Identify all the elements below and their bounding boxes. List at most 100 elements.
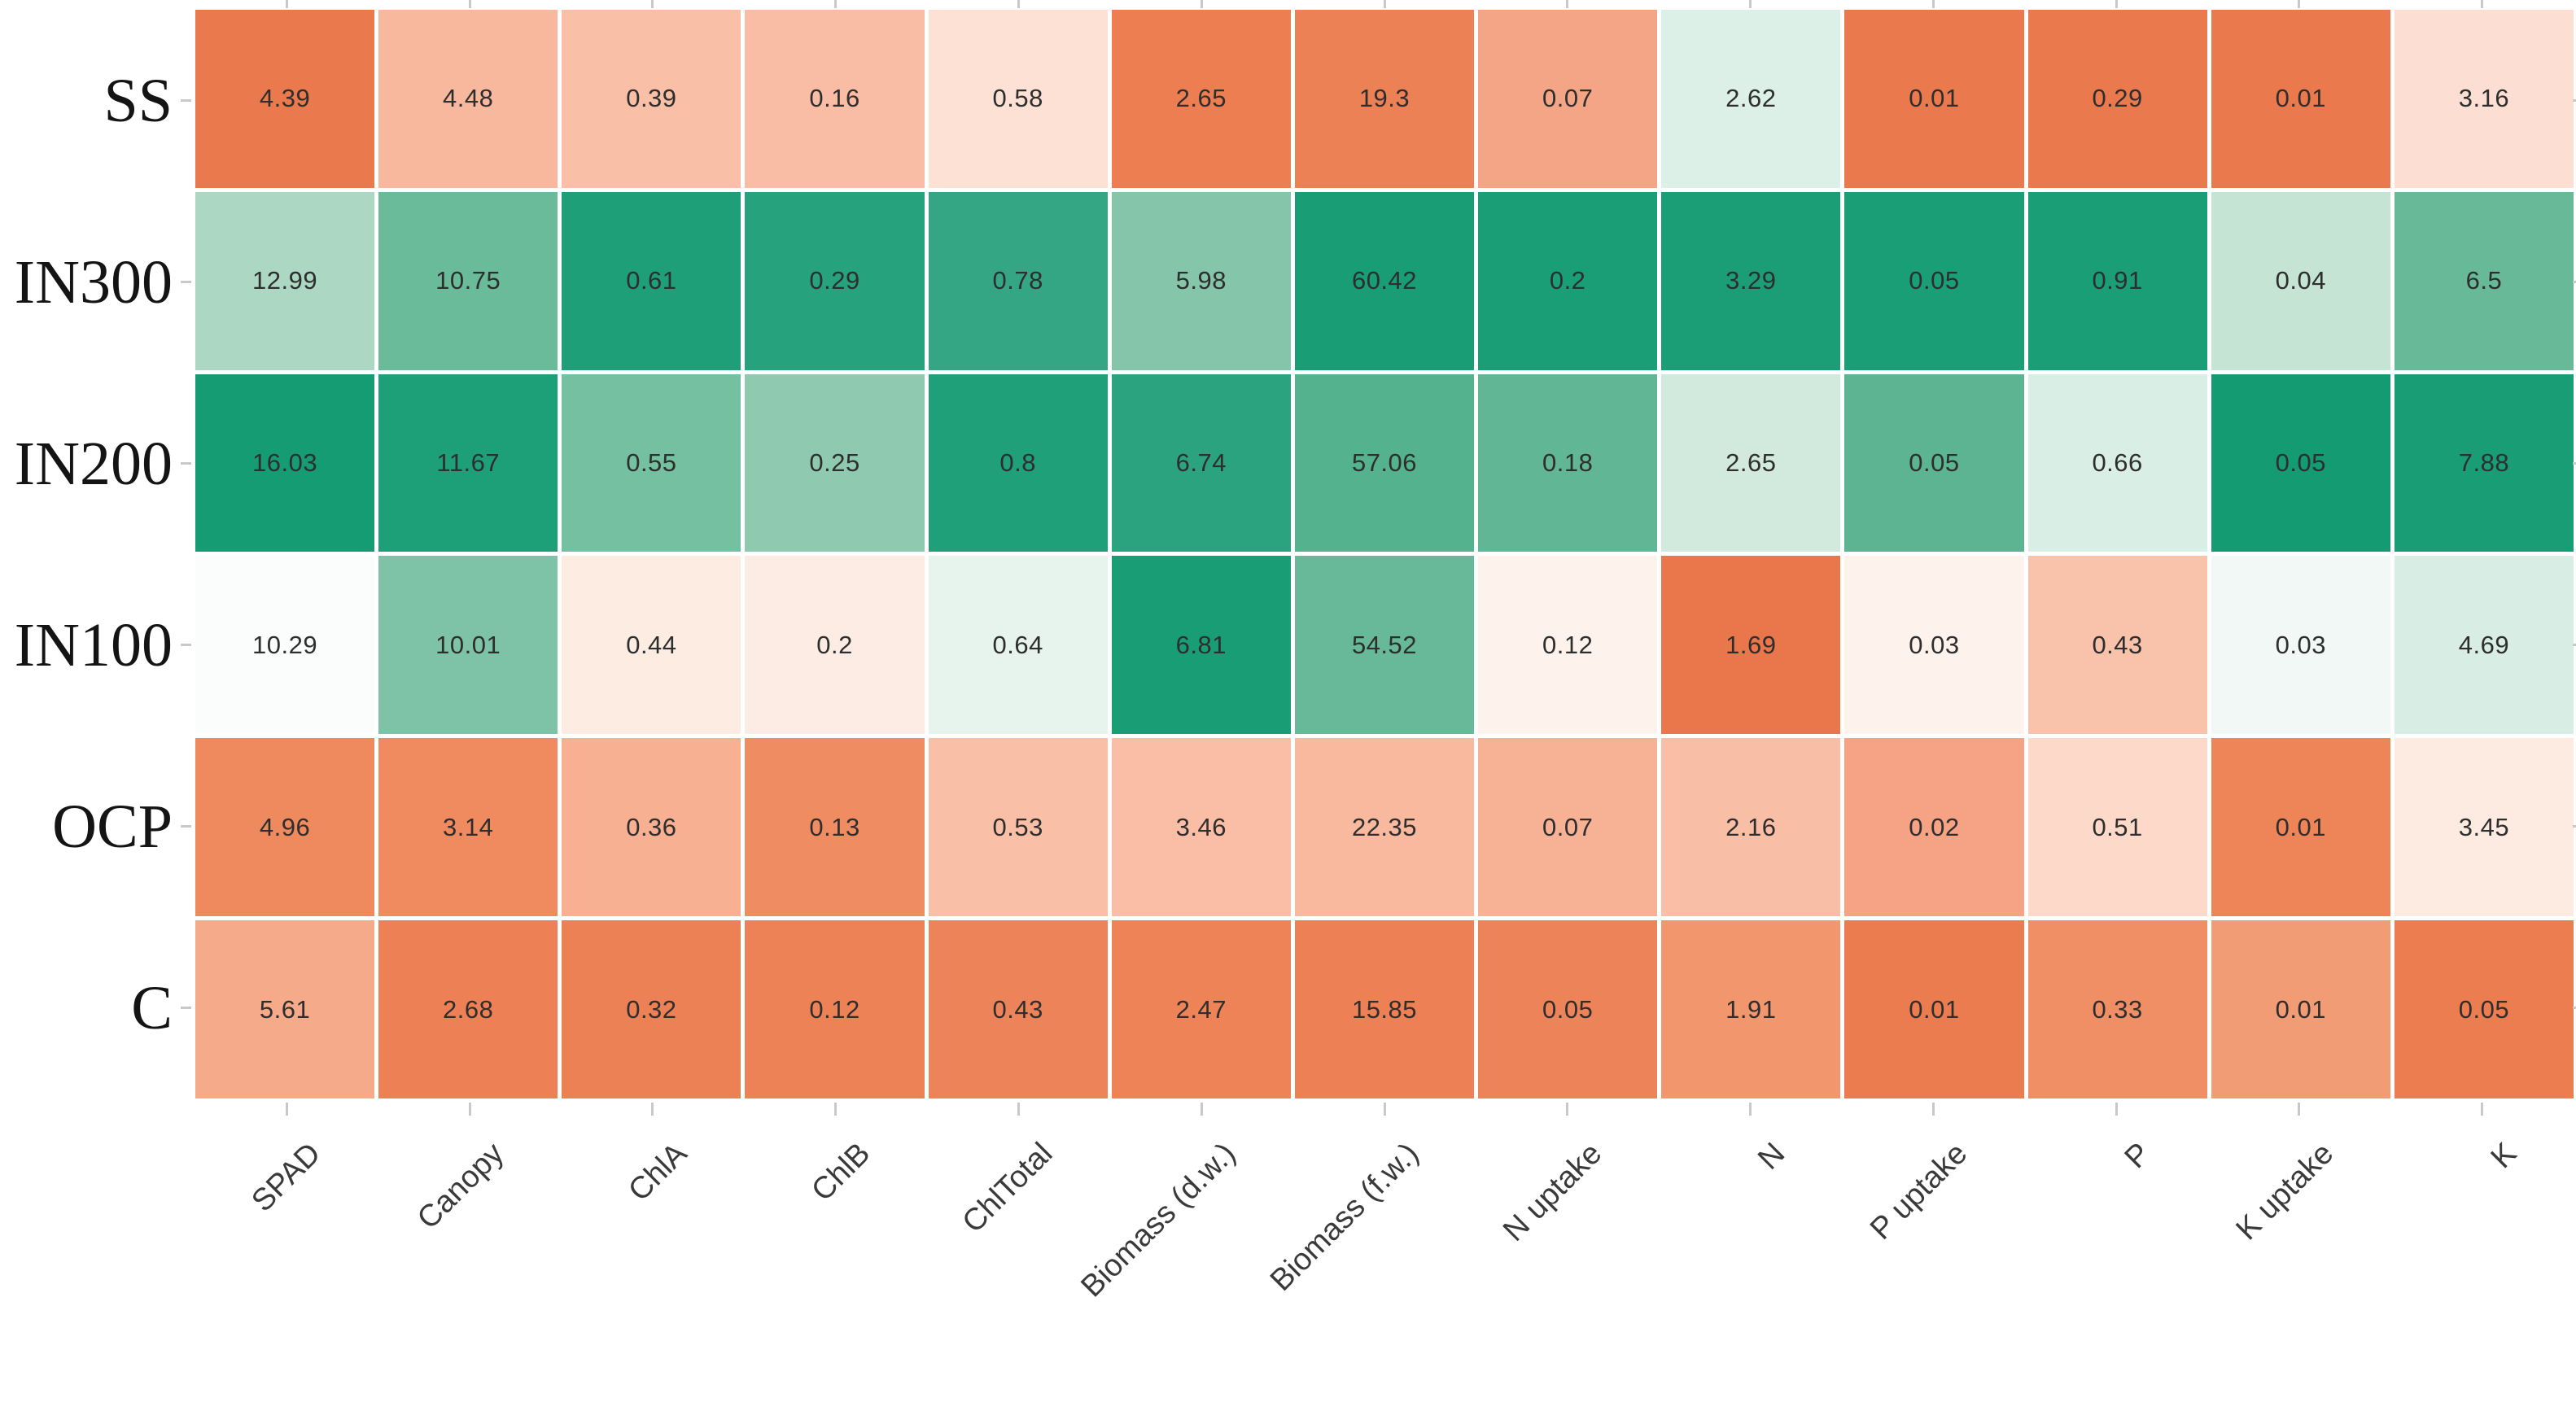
heatmap-cell: 0.43 [2027,556,2207,735]
heatmap-cell: 2.62 [1661,10,1841,188]
cell-value: 16.03 [252,448,318,478]
heatmap-cell: 4.48 [378,10,558,188]
y-tick-left [181,281,191,283]
cell-value: 2.65 [1725,448,1777,478]
heatmap-cell: 0.33 [2027,920,2207,1098]
x-tick-top [1566,0,1569,8]
heatmap-cell: 0.07 [1478,738,1658,917]
x-tick-bottom [285,1103,288,1116]
heatmap-cell: 5.61 [195,920,375,1098]
heatmap-cell: 0.36 [562,738,741,917]
cell-value: 2.62 [1725,84,1777,113]
heatmap-cell: 6.81 [1111,556,1291,735]
cell-value: 0.18 [1542,448,1594,478]
cell-value: 0.05 [1909,448,1960,478]
cell-value: 0.36 [626,812,677,841]
cell-value: 0.01 [2275,84,2326,113]
heatmap-cell: 10.75 [378,191,558,370]
cell-value: 0.01 [2275,812,2326,841]
cell-value: 5.98 [1175,266,1227,295]
heatmap-cell: 16.03 [195,373,375,553]
heatmap-cell: 0.51 [2027,738,2207,917]
cell-value: 0.05 [2275,448,2326,478]
x-tick-top [1200,0,1203,8]
cell-value: 4.69 [2458,630,2510,659]
y-tick-right [2573,281,2576,283]
heatmap-cell: 0.66 [2027,373,2207,553]
cell-value: 0.43 [2092,630,2143,659]
heatmap-cell: 10.29 [195,556,375,735]
heatmap-cell: 10.01 [378,556,558,735]
cell-value: 0.2 [816,630,853,659]
heatmap-cell: 0.16 [745,10,925,188]
cell-value: 0.8 [999,448,1036,478]
cell-value: 54.52 [1351,630,1418,659]
heatmap-cell: 3.16 [2394,10,2574,188]
cell-value: 22.35 [1351,812,1418,841]
heatmap-cell: 0.78 [928,191,1108,370]
heatmap-cell: 12.99 [195,191,375,370]
cell-value: 57.06 [1351,448,1418,478]
heatmap-figure: 4.39 4.48 0.39 0.16 0.58 2.65 19.3 0.07 2.62 0.01… [14,0,2576,1304]
cell-value: 0.01 [1909,84,1960,113]
heatmap-cell: 2.65 [1111,10,1291,188]
cell-value: 4.39 [259,84,311,113]
cell-value: 0.64 [992,630,1043,659]
heatmap-cell: 11.67 [378,373,558,553]
cell-value: 15.85 [1351,994,1418,1024]
cell-value: 12.99 [252,266,318,295]
heatmap-cell: 22.35 [1294,738,1475,917]
x-tick-bottom [468,1103,471,1116]
heatmap-cell: 0.05 [2211,373,2390,553]
cell-value: 0.04 [2275,266,2326,295]
cell-value: 0.13 [809,812,860,841]
heatmap-cell: 0.04 [2211,191,2390,370]
heatmap-cell: 0.01 [1844,10,2024,188]
heatmap-cell: 0.03 [1844,556,2024,735]
x-tick-bottom [1566,1103,1569,1116]
heatmap-cell: 0.29 [745,191,925,370]
cell-value: 0.05 [1542,994,1594,1024]
heatmap-cell: 2.65 [1661,373,1841,553]
cell-value: 0.66 [2092,448,2143,478]
x-tick-bottom [2298,1103,2301,1116]
heatmap-cell: 0.18 [1478,373,1658,553]
x-tick-top [1931,0,1935,8]
y-tick-left [181,825,191,828]
cell-value: 0.29 [809,266,860,295]
cell-value: 0.05 [1909,266,1960,295]
heatmap-cell: 0.03 [2211,556,2390,735]
x-tick-bottom [2115,1103,2118,1116]
heatmap-cell: 2.47 [1111,920,1291,1098]
heatmap-cell: 0.53 [928,738,1108,917]
heatmap-cell: 0.43 [928,920,1108,1098]
heatmap-cell: 5.98 [1111,191,1291,370]
x-tick-bottom [1931,1103,1935,1116]
x-tick-top [2115,0,2118,8]
cell-value: 19.3 [1358,84,1410,113]
cell-value: 0.33 [2092,994,2143,1024]
cell-value: 7.88 [2458,448,2510,478]
cell-value: 0.39 [626,84,677,113]
heatmap-cell: 0.58 [928,10,1108,188]
heatmap-cell: 0.64 [928,556,1108,735]
heatmap-cell: 0.44 [562,556,741,735]
heatmap-cell: 0.12 [745,920,925,1098]
row-label-in100: IN100 [14,610,173,679]
heatmap-cell: 0.12 [1478,556,1658,735]
cell-value: 6.74 [1175,448,1227,478]
y-tick-right [2573,99,2576,102]
cell-value: 3.14 [443,812,494,841]
heatmap-cell: 6.74 [1111,373,1291,553]
heatmap-cell: 3.46 [1111,738,1291,917]
cell-value: 6.81 [1175,630,1227,659]
heatmap-cell: 4.96 [195,738,375,917]
heatmap-cell: 0.07 [1478,10,1658,188]
cell-value: 3.29 [1725,266,1777,295]
x-tick-bottom [1749,1103,1752,1116]
heatmap-cell: 54.52 [1294,556,1475,735]
heatmap-cell: 3.45 [2394,738,2574,917]
heatmap-cell: 0.39 [562,10,741,188]
heatmap-cell: 0.01 [2211,10,2390,188]
cell-value: 0.12 [1542,630,1594,659]
